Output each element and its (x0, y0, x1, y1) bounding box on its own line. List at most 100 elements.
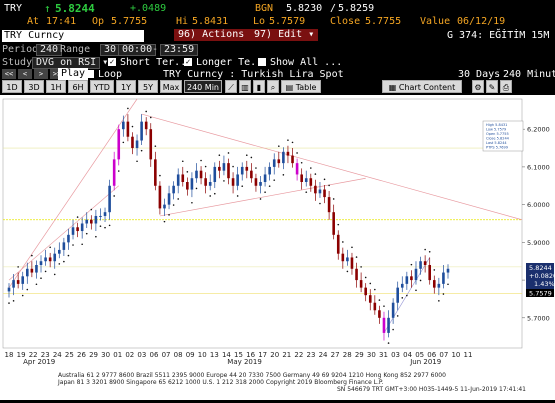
candle-body (167, 193, 171, 205)
security-input[interactable]: TRY Curncy (2, 30, 144, 42)
candle-body (282, 151, 285, 164)
psar-dot (8, 302, 10, 304)
table-icon: ▤ (285, 83, 294, 92)
candle-body (181, 174, 185, 182)
candle-body (240, 166, 244, 175)
tab-5y[interactable]: 5Y (138, 80, 158, 93)
rewind-icon[interactable]: << (2, 69, 16, 79)
x-tick-label: 03 (391, 351, 400, 359)
candle-body (35, 265, 38, 273)
tab-max[interactable]: Max (160, 80, 182, 93)
candle-chart-icon[interactable]: ▮ (253, 80, 265, 93)
psar-dot (282, 174, 285, 176)
settings-icon[interactable]: ⚙ (472, 80, 484, 93)
period-input[interactable]: 240 (36, 44, 63, 56)
psar-dot (291, 141, 294, 144)
command-bar: TRY Curncy 96) Actions ▾ 97) Edit ▾ G 37… (0, 29, 555, 43)
x-tick-label: 27 (331, 351, 340, 359)
psar-dot (287, 139, 289, 141)
chevron-down-icon: ▾ (102, 57, 109, 68)
interval-select[interactable]: 240 Min ▾ (184, 80, 222, 105)
tab-6h[interactable]: 6H (68, 80, 88, 93)
percent-tag: 1.43% (534, 280, 555, 288)
x-tick-label: 11 (464, 351, 473, 359)
candle-body (176, 174, 180, 186)
psar-dot (131, 125, 134, 128)
candle-body (117, 129, 121, 160)
parabolic-sar-dots (8, 107, 449, 344)
candle-body (58, 249, 61, 254)
psar-dot (44, 270, 47, 273)
play-button[interactable]: Play (58, 68, 89, 80)
y-tick-label: 6.0000 (527, 201, 550, 209)
psar-dot (273, 179, 276, 181)
line-chart-icon[interactable]: ⟋ (225, 80, 237, 93)
table-button-label: Table (295, 83, 317, 92)
psar-dot (447, 283, 449, 286)
end-time-input[interactable]: 23:59 (160, 44, 199, 56)
chevron-down-icon: ▾ (308, 29, 315, 40)
y-tick-label: 6.1000 (527, 163, 550, 171)
annotation-icon[interactable]: ✎ (486, 80, 498, 93)
candle-body (263, 174, 267, 182)
candle-body (442, 272, 445, 284)
period-label: Period (2, 44, 39, 55)
psar-dot (383, 305, 385, 307)
psar-dot (172, 204, 175, 206)
candle-body (199, 170, 203, 179)
quote-row-1: TRY ↑ 5.8244 +.0489 BGN 5.8230 / 5.8259 (0, 2, 555, 15)
candle-body (67, 234, 70, 243)
x-tick-label: 31 (379, 351, 388, 359)
x-tick-label: 21 (282, 351, 291, 359)
psar-dot (49, 246, 51, 249)
x-axis: 18 19 22 23 24 25 26 29 30 01 02 03 06 07 08 09 10 13 14 15… (5, 351, 473, 366)
candle-body (272, 159, 276, 167)
psar-dot (163, 220, 166, 223)
psar-dot (122, 141, 125, 144)
actions-menu[interactable]: 96) Actions ▾ (174, 29, 261, 41)
psar-dot (351, 246, 353, 249)
candle-body (350, 257, 354, 269)
tab-3d[interactable]: 3D (24, 80, 44, 93)
x-tick-label: 30 (101, 351, 110, 359)
tab-1y[interactable]: 1Y (116, 80, 136, 93)
tab-1d[interactable]: 1D (2, 80, 22, 93)
bar-chart-icon[interactable]: ▥ (239, 80, 251, 93)
step-forward-icon[interactable]: > (34, 69, 48, 79)
print-icon[interactable]: ⎙ (500, 80, 512, 93)
psar-dot (387, 342, 390, 344)
bid-price: 5.8230 (286, 3, 323, 14)
candle-body (332, 212, 335, 235)
psar-dot (369, 282, 372, 285)
fast-forward-icon[interactable]: >> (50, 69, 64, 79)
psar-dot (332, 198, 335, 200)
plot-border (2, 98, 523, 349)
show-all-checkbox[interactable] (258, 58, 266, 66)
tab-1h[interactable]: 1H (46, 80, 66, 93)
step-back-icon[interactable]: < (18, 69, 32, 79)
chart-content-button[interactable]: ▦ Chart Content (382, 80, 462, 93)
interval-select-value: 240 Min (186, 83, 219, 92)
psar-dot (319, 202, 321, 205)
loop-checkbox[interactable] (86, 70, 94, 78)
candle-body (39, 261, 43, 265)
month-label: Apr 2019 (23, 358, 55, 366)
legend-last: Last 5.8244 (486, 141, 507, 145)
psar-dot (200, 159, 202, 162)
zoom-icon[interactable]: ⌕ (267, 80, 279, 93)
last-price: 5.8244 (55, 2, 95, 15)
actions-menu-label: Actions (202, 29, 245, 40)
table-button[interactable]: ▤ Table (281, 80, 321, 93)
close-value: 5.7755 (365, 16, 402, 27)
start-time-input[interactable]: 00:00 (118, 44, 157, 56)
short-term-checkbox[interactable]: ✓ (108, 57, 116, 66)
psar-dot (268, 185, 271, 187)
legend-close: Close 5.8244 (486, 137, 510, 141)
longer-term-checkbox[interactable]: ✓ (184, 57, 192, 66)
candle-body (382, 317, 386, 333)
tab-ytd[interactable]: YTD (90, 80, 114, 93)
net-change: +.0489 (130, 3, 167, 14)
edit-menu[interactable]: 97) Edit ▾ (250, 29, 319, 41)
